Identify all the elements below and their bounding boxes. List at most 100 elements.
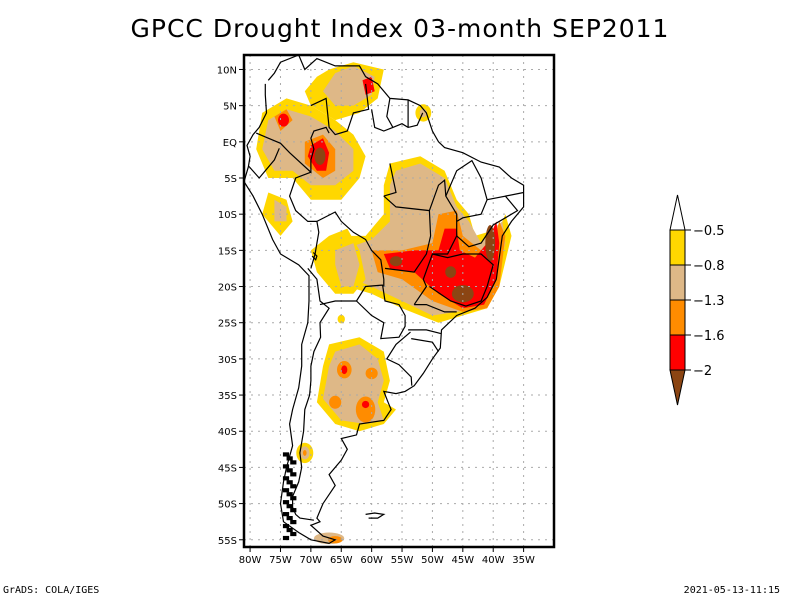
chile-archipelago-island (286, 480, 293, 485)
chile-archipelago-island (290, 472, 297, 477)
chile-archipelago-island (282, 464, 290, 469)
footer-timestamp: 2021-05-13-11:15 (683, 585, 780, 596)
lat-tick-label: 45S (218, 463, 237, 474)
field-venezuela-y2 (323, 65, 375, 106)
chart-title: GPCC Drought Index 03-month SEP2011 (130, 14, 670, 43)
chile-archipelago-island (290, 496, 297, 501)
chile-archipelago-island (286, 504, 293, 509)
border-ecuador-peru (248, 148, 280, 179)
border-brazil-pr-sc (408, 329, 442, 335)
colorbar-label: −1.3 (693, 294, 725, 309)
lat-tick-label: 15S (218, 246, 237, 257)
border-brazil-ba (456, 195, 519, 248)
grid-lines (244, 55, 554, 547)
border-bolivia-brazil (316, 211, 385, 287)
colorbar: −0.5 −0.8 −1.3 −1.6 −2 (669, 194, 725, 406)
chile-archipelago-island (286, 468, 293, 473)
chile-archipelago-island (286, 527, 293, 533)
border-colombia-south (255, 126, 330, 174)
colorbar-label: −2 (693, 364, 712, 379)
lon-tick-label: 75W (269, 555, 292, 566)
footer-grads-credit: GrADS: COLA/IGES (3, 585, 100, 596)
falkland-islands (365, 512, 386, 519)
chile-archipelago-island (290, 519, 297, 525)
lat-tick-label: 25S (218, 319, 237, 330)
field-goias-below (445, 266, 457, 278)
border-brazil-pa-am (383, 163, 397, 197)
coastlines-and-borders (244, 55, 525, 545)
chile-archipelago-island (290, 508, 297, 513)
colorbar-upper-triangle (669, 194, 686, 231)
field-ba-y4 (361, 400, 370, 409)
chile-archipelago-island (282, 476, 290, 481)
lat-tick-label: 20S (218, 283, 237, 294)
lon-tick-label: 80W (239, 555, 262, 566)
colorbar-segment (669, 229, 686, 266)
border-brazil-pi-ma (445, 159, 488, 222)
colorbar-segment (669, 299, 686, 336)
chile-archipelago-island (282, 488, 290, 493)
lat-tick-label: EQ (223, 138, 237, 149)
lon-tick-label: 60W (360, 555, 383, 566)
field-pampa-y3 (329, 395, 342, 409)
border-brazil-mt (383, 195, 432, 273)
lon-tick-label: 40W (482, 555, 505, 566)
lat-tick-label: 35S (218, 391, 237, 402)
lon-tick-label: 65W (330, 555, 353, 566)
field-santafe-y3 (365, 367, 378, 380)
lat-tick-label: 10S (218, 210, 237, 221)
border-brazil-pb (505, 191, 524, 197)
chile-archipelago-island (282, 500, 290, 505)
chile-archipelago-island (286, 456, 293, 461)
lat-tick-label: 30S (218, 355, 237, 366)
lat-tick-label: 55S (218, 536, 237, 547)
lat-tick-label: 40S (218, 427, 237, 438)
border-brazil-mg (429, 253, 494, 307)
field-nw-amazon-below (314, 147, 326, 165)
lon-tick-label: 55W (391, 555, 414, 566)
chile-archipelago-island (282, 512, 290, 517)
chile-archipelago-island (282, 535, 290, 541)
border-guyana-suriname (386, 98, 394, 128)
field-nargentina-y1 (337, 314, 345, 324)
chile-archipelago-island (286, 516, 293, 521)
chile-archipelago-island (282, 452, 290, 457)
lat-tick-label: 5S (224, 174, 237, 185)
field-ba-y3 (355, 396, 376, 423)
border-peru-brazil-bolivia (288, 171, 320, 269)
border-guianas-brazil (371, 109, 424, 132)
colorbar-segment (669, 334, 686, 371)
chile-archipelago-island (290, 484, 297, 489)
border-paraguay (319, 284, 406, 340)
chile-archipelago-island (290, 460, 297, 465)
field-bolivia-y2 (335, 243, 360, 287)
chile-archipelago-island (282, 523, 290, 529)
colorbar-label: −0.5 (693, 224, 725, 239)
field-cordoba-y4 (341, 365, 348, 375)
lat-tick-label: 10N (217, 65, 237, 76)
lon-tick-label: 45W (452, 555, 475, 566)
border-brazil-sp (414, 304, 457, 313)
field-central-brazil-y4 (383, 221, 500, 309)
chile-archipelago-island (290, 531, 297, 537)
lat-tick-label: 5N (223, 102, 237, 113)
lon-tick-label: 35W (512, 555, 535, 566)
lon-tick-label: 50W (421, 555, 444, 566)
colorbar-segment (669, 264, 686, 301)
colorbar-label: −1.6 (693, 329, 725, 344)
border-brazil-sc-rs (411, 338, 440, 352)
field-colombia-y4 (278, 113, 289, 127)
border-venezuela (310, 83, 370, 136)
latitude-axis: 10N 5N EQ 5S 10S 15S 20S 25S 30S 35S 40S 45S 50S 55S (217, 65, 244, 547)
lon-tick-label: 70W (300, 555, 323, 566)
border-uruguay (385, 331, 413, 386)
colorbar-label: −0.8 (693, 259, 725, 274)
south-america-coastline (244, 55, 525, 545)
lake-titicaca (311, 252, 318, 261)
colorbar-lower-triangle (669, 369, 686, 406)
longitude-axis: 80W 75W 70W 65W 60W 55W 50W 45W 40W 35W (239, 547, 535, 566)
field-matogrosso-below (389, 256, 403, 267)
chile-archipelago-island (286, 492, 293, 497)
field-patagonia-y3 (302, 450, 307, 456)
